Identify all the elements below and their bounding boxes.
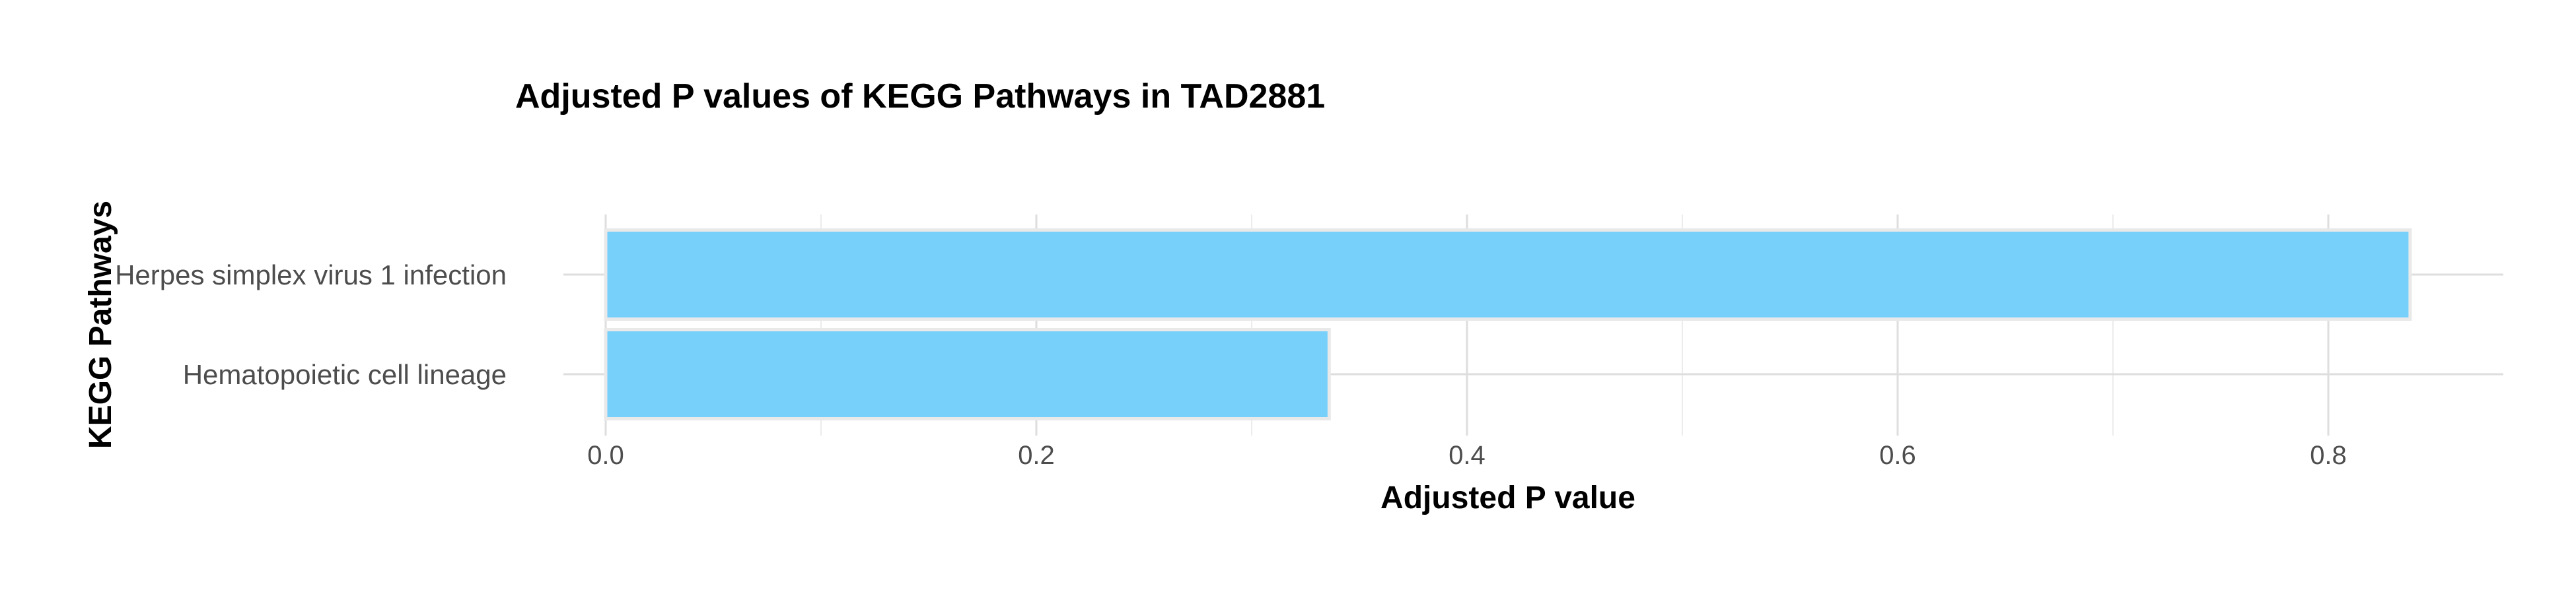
y-axis-title: KEGG Pathways	[83, 201, 118, 449]
x-axis-title: Adjusted P value	[1380, 480, 1635, 515]
x-axis-ticks: 0.0 0.2 0.4 0.6 0.8	[587, 441, 2347, 470]
x-tick-label: 0.8	[2310, 441, 2347, 470]
chart-title: Adjusted P values of KEGG Pathways in TA…	[515, 77, 1325, 116]
bars-group	[604, 228, 2412, 420]
x-tick-label: 0.4	[1449, 441, 1485, 470]
category-label: Hematopoietic cell lineage	[183, 359, 507, 390]
x-tick-label: 0.0	[587, 441, 624, 470]
bar	[604, 328, 1331, 420]
category-label: Herpes simplex virus 1 infection	[115, 259, 507, 290]
bar	[604, 228, 2412, 321]
y-axis-categories: Herpes simplex virus 1 infection Hematopo…	[115, 259, 507, 390]
x-tick-label: 0.2	[1018, 441, 1055, 470]
x-tick-label: 0.6	[1879, 441, 1916, 470]
